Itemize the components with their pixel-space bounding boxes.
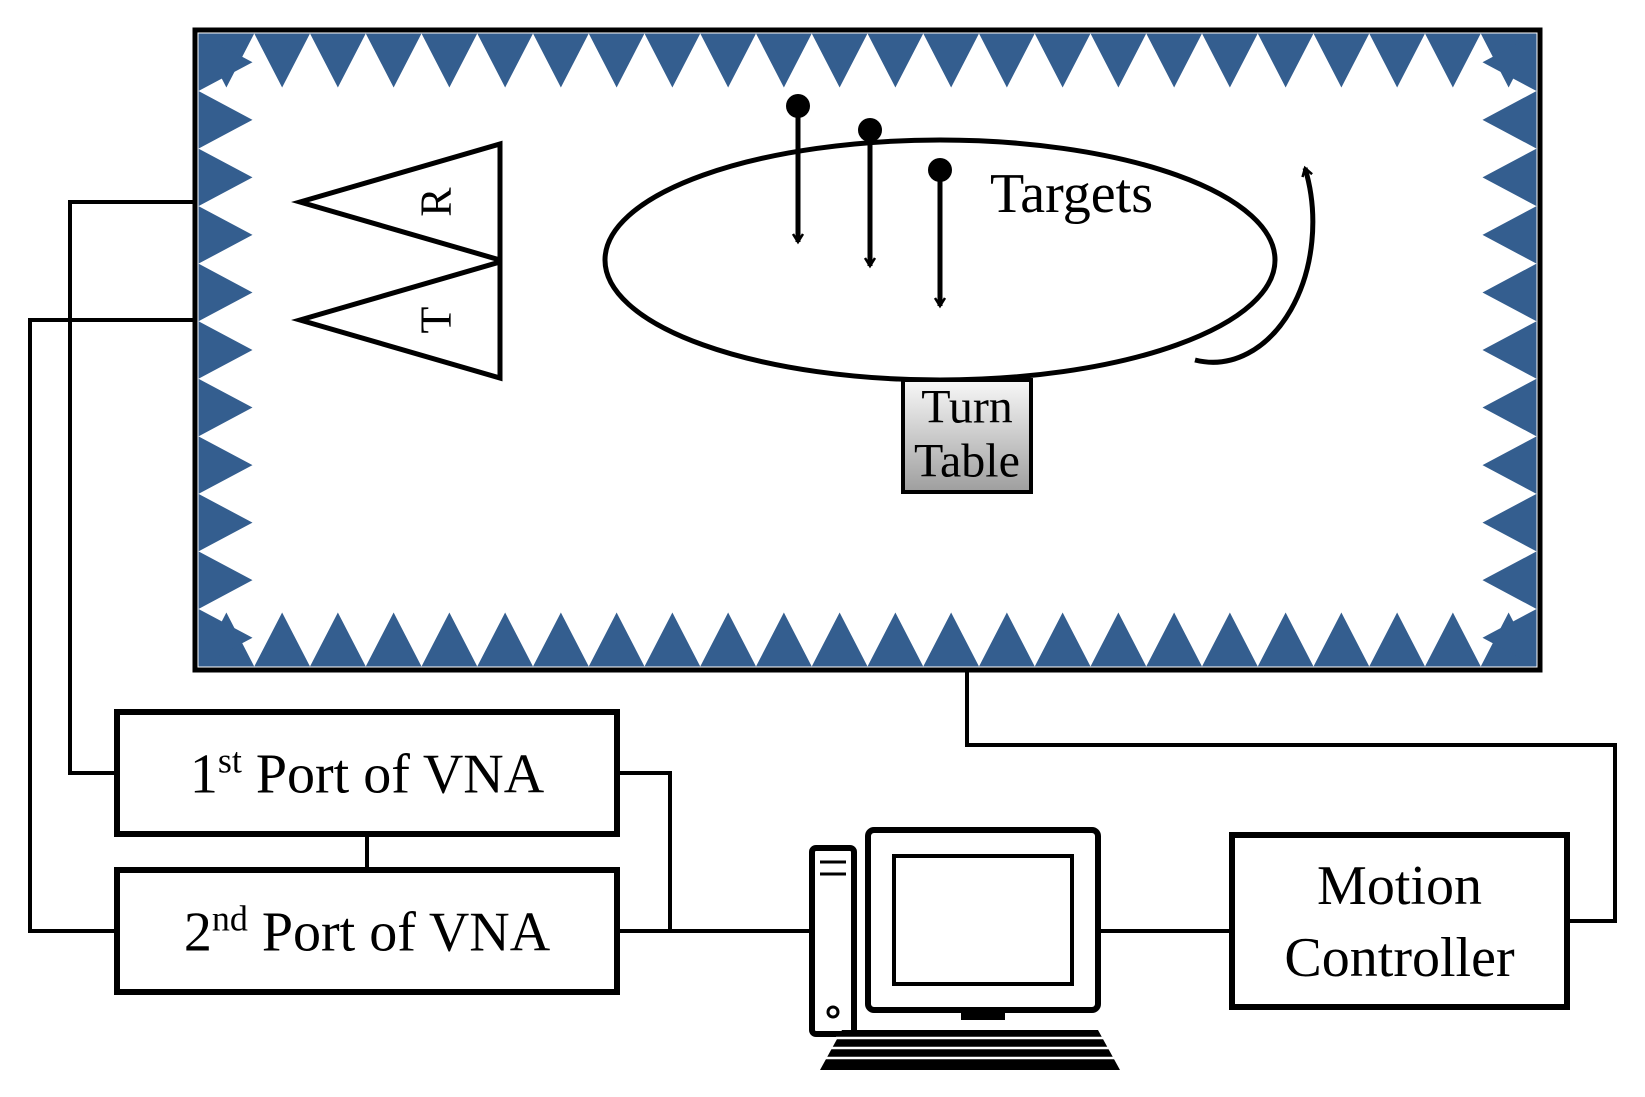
targets-label: Targets bbox=[990, 163, 1153, 225]
turntable-label1: Turn bbox=[921, 381, 1013, 434]
motion-label1: Motion bbox=[1317, 855, 1482, 917]
turntable-label2: Table bbox=[914, 434, 1020, 487]
motion-label2: Controller bbox=[1284, 927, 1515, 989]
target-dot-0 bbox=[786, 94, 810, 118]
antenna-receive-label: R bbox=[412, 187, 461, 217]
measurement-setup-diagram: RTTargetsTurnTable1st Port of VNA2nd Por… bbox=[0, 0, 1645, 1097]
antenna-transmit-label: T bbox=[412, 306, 461, 333]
target-dot-1 bbox=[858, 118, 882, 142]
target-dot-2 bbox=[928, 158, 952, 182]
vna-port1-label: 1st Port of VNA bbox=[190, 741, 545, 806]
computer-keyboard bbox=[820, 1030, 1120, 1070]
